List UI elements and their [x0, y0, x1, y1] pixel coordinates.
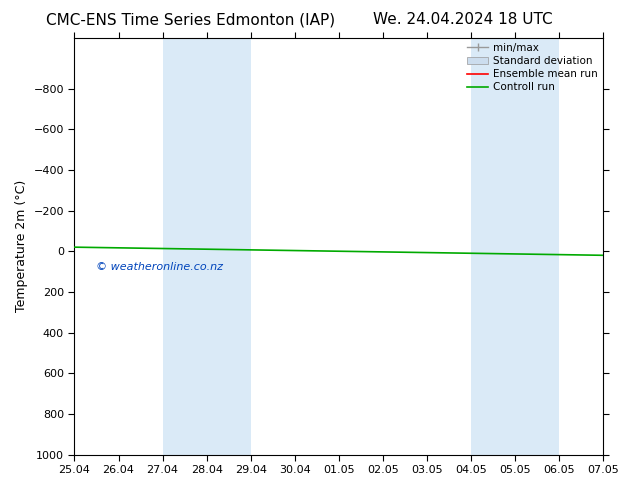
- Y-axis label: Temperature 2m (°C): Temperature 2m (°C): [15, 180, 28, 312]
- Text: CMC-ENS Time Series Edmonton (IAP): CMC-ENS Time Series Edmonton (IAP): [46, 12, 335, 27]
- Text: We. 24.04.2024 18 UTC: We. 24.04.2024 18 UTC: [373, 12, 553, 27]
- Bar: [162, 38, 250, 455]
- Bar: [471, 38, 559, 455]
- Legend: min/max, Standard deviation, Ensemble mean run, Controll run: min/max, Standard deviation, Ensemble me…: [467, 43, 598, 92]
- Text: © weatheronline.co.nz: © weatheronline.co.nz: [96, 263, 224, 272]
